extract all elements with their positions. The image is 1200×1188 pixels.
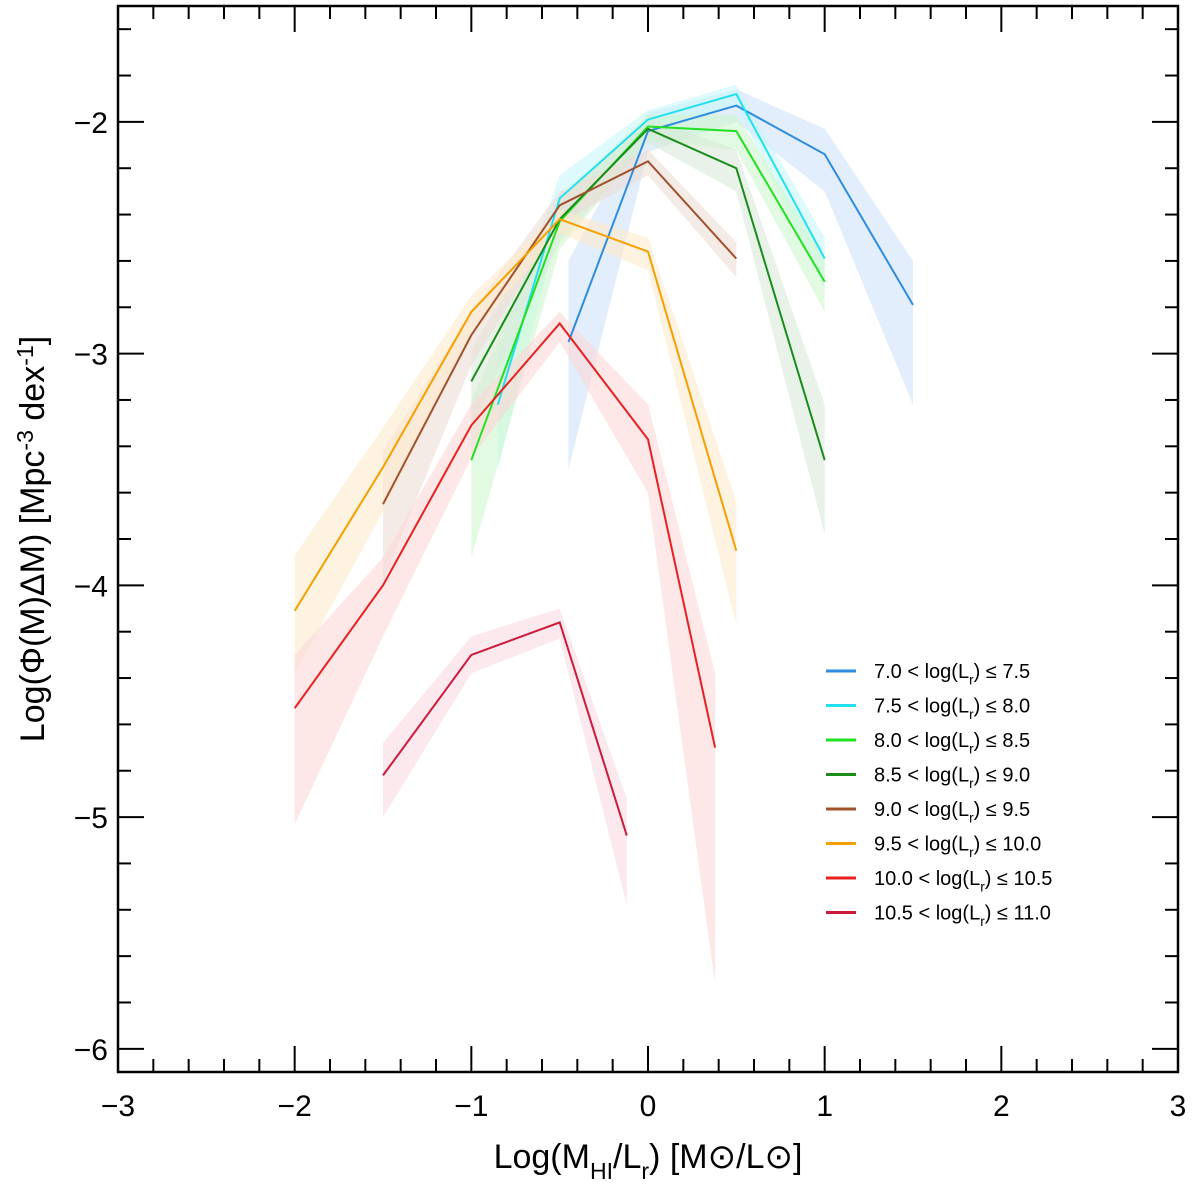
error-band-7: [383, 608, 627, 906]
x-tick-label: 2: [993, 1090, 1010, 1123]
x-tick-label: 3: [1170, 1090, 1187, 1123]
x-tick-label: −3: [101, 1090, 135, 1123]
axis-ticks: [117, 6, 1179, 1072]
legend: 7.0 < log(Lr) ≤ 7.5 7.5 < log(Lr) ≤ 8.0 8.…: [826, 661, 1052, 929]
series-line-6: [293, 321, 717, 748]
series-line-1: [496, 92, 826, 405]
error-bands: [294, 84, 913, 984]
error-band-0: [568, 89, 913, 470]
series-line-7: [382, 621, 628, 836]
y-tick-label: −2: [74, 107, 108, 140]
x-tick-label: −2: [278, 1090, 312, 1123]
y-tick-label: −3: [74, 339, 108, 372]
legend-entry-4: 9.0 < log(Lr) ≤ 9.5: [874, 799, 1030, 826]
tick-labels: −3 −2 −1 0 1 2 3 −6 −5 −4 −3 −2: [74, 107, 1187, 1123]
legend-entry-2: 8.0 < log(Lr) ≤ 8.5: [874, 730, 1030, 757]
y-axis-label: Log(Φ(M)ΔM) [Mpc-3 dex-1]: [12, 336, 52, 742]
series-lines: [293, 92, 914, 836]
legend-entry-0: 7.0 < log(Lr) ≤ 7.5: [874, 661, 1030, 688]
series-line-0: [567, 104, 914, 343]
legend-entry-5: 9.5 < log(Lr) ≤ 10.0: [874, 834, 1041, 861]
x-tick-label: 0: [640, 1090, 657, 1123]
x-tick-label: 1: [816, 1090, 833, 1123]
legend-entry-1: 7.5 < log(Lr) ≤ 8.0: [874, 696, 1030, 723]
series-line-5: [293, 218, 738, 612]
series-line-3: [470, 127, 826, 461]
y-tick-label: −4: [74, 570, 108, 603]
legend-entry-6: 10.0 < log(Lr) ≤ 10.5: [874, 868, 1052, 895]
y-tick-label: −5: [74, 802, 108, 835]
error-band-5: [294, 209, 737, 674]
y-tick-label: −6: [74, 1034, 108, 1067]
series-line-2: [470, 125, 826, 461]
legend-entry-7: 10.5 < log(Lr) ≤ 11.0: [874, 903, 1051, 930]
series-line-4: [382, 160, 738, 505]
x-axis-label: Log(MHI/Lr) [M⊙/L⊙]: [494, 1138, 803, 1184]
x-tick-label: −1: [454, 1090, 488, 1123]
legend-entry-3: 8.5 < log(Lr) ≤ 9.0: [874, 765, 1030, 792]
